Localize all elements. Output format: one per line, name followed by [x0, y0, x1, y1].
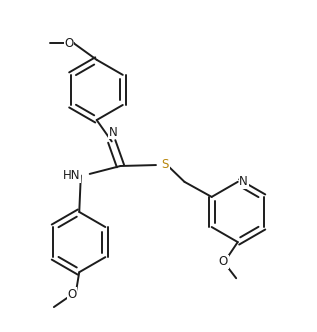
Text: N: N	[109, 126, 118, 139]
Text: N: N	[239, 175, 248, 188]
Text: O: O	[65, 37, 74, 50]
Text: HN: HN	[63, 169, 81, 182]
Text: O: O	[219, 255, 228, 268]
Text: S: S	[162, 158, 169, 171]
Text: O: O	[68, 288, 77, 301]
